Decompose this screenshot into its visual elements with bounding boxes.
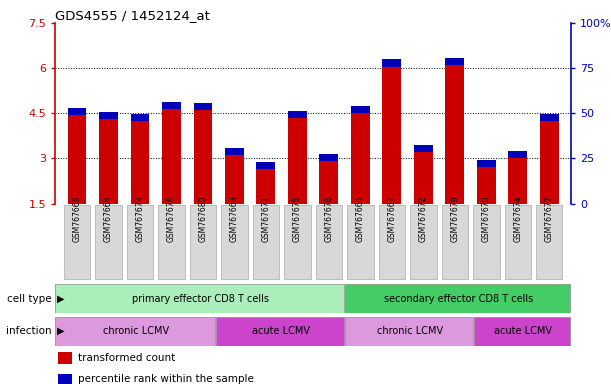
Bar — [162, 109, 181, 204]
Bar — [540, 121, 558, 204]
Bar — [445, 65, 464, 204]
Bar — [382, 67, 401, 204]
Text: GSM767671: GSM767671 — [262, 195, 271, 242]
Text: primary effector CD8 T cells: primary effector CD8 T cells — [132, 293, 269, 304]
Text: secondary effector CD8 T cells: secondary effector CD8 T cells — [384, 293, 533, 304]
Bar — [351, 113, 370, 204]
Text: GSM767672: GSM767672 — [419, 195, 428, 242]
Bar — [445, 58, 464, 65]
FancyBboxPatch shape — [95, 205, 122, 279]
Bar — [477, 160, 496, 167]
Text: GSM767670: GSM767670 — [482, 195, 491, 242]
Bar — [540, 114, 558, 121]
Text: infection: infection — [6, 326, 52, 336]
Text: GSM767665: GSM767665 — [356, 195, 365, 242]
Bar — [225, 156, 244, 204]
FancyBboxPatch shape — [505, 205, 531, 279]
Bar — [216, 317, 344, 346]
Bar — [477, 167, 496, 204]
Text: ▶: ▶ — [57, 326, 64, 336]
Bar — [257, 162, 276, 169]
Text: GSM767673: GSM767673 — [136, 195, 144, 242]
FancyBboxPatch shape — [442, 205, 468, 279]
Bar — [508, 151, 527, 159]
Text: ▶: ▶ — [57, 293, 64, 304]
Bar — [345, 317, 473, 346]
Bar — [351, 106, 370, 113]
Bar — [475, 317, 569, 346]
Bar — [320, 161, 338, 204]
Bar — [55, 317, 214, 346]
Bar — [194, 103, 213, 110]
Bar — [508, 159, 527, 204]
FancyBboxPatch shape — [221, 205, 247, 279]
Text: acute LCMV: acute LCMV — [252, 326, 310, 336]
Bar — [257, 169, 276, 204]
FancyBboxPatch shape — [64, 205, 90, 279]
Bar — [225, 148, 244, 156]
Bar — [57, 374, 71, 384]
FancyBboxPatch shape — [347, 205, 373, 279]
Text: GSM767666: GSM767666 — [73, 195, 81, 242]
Text: GSM767667: GSM767667 — [387, 195, 397, 242]
Bar — [382, 60, 401, 67]
Text: GSM767679: GSM767679 — [450, 195, 459, 242]
Bar — [288, 111, 307, 118]
FancyBboxPatch shape — [316, 205, 342, 279]
Bar — [288, 118, 307, 204]
Text: GSM767674: GSM767674 — [513, 195, 522, 242]
Text: transformed count: transformed count — [78, 353, 175, 363]
Bar — [131, 121, 150, 204]
Text: GSM767677: GSM767677 — [545, 195, 554, 242]
FancyBboxPatch shape — [284, 205, 310, 279]
Bar — [55, 284, 344, 313]
Bar — [162, 101, 181, 109]
Bar — [68, 115, 87, 204]
FancyBboxPatch shape — [536, 205, 563, 279]
Bar — [99, 119, 118, 204]
Bar — [345, 284, 569, 313]
Bar — [57, 353, 71, 364]
Bar — [414, 152, 433, 204]
Bar — [99, 112, 118, 119]
FancyBboxPatch shape — [190, 205, 216, 279]
FancyBboxPatch shape — [158, 205, 185, 279]
Text: GSM767680: GSM767680 — [199, 195, 208, 242]
Text: GSM767668: GSM767668 — [104, 195, 113, 242]
Text: cell type: cell type — [7, 293, 52, 304]
Bar — [414, 145, 433, 152]
Text: chronic LCMV: chronic LCMV — [377, 326, 443, 336]
Text: acute LCMV: acute LCMV — [494, 326, 552, 336]
FancyBboxPatch shape — [379, 205, 405, 279]
Bar — [68, 108, 87, 115]
Bar — [194, 110, 213, 204]
FancyBboxPatch shape — [473, 205, 500, 279]
Bar — [320, 154, 338, 161]
FancyBboxPatch shape — [253, 205, 279, 279]
Text: GDS4555 / 1452124_at: GDS4555 / 1452124_at — [55, 9, 210, 22]
Text: GSM767678: GSM767678 — [324, 195, 334, 242]
Text: GSM767669: GSM767669 — [230, 195, 239, 242]
FancyBboxPatch shape — [126, 205, 153, 279]
Text: GSM767675: GSM767675 — [293, 195, 302, 242]
Bar — [131, 114, 150, 121]
FancyBboxPatch shape — [410, 205, 436, 279]
Text: GSM767676: GSM767676 — [167, 195, 176, 242]
Text: percentile rank within the sample: percentile rank within the sample — [78, 374, 254, 384]
Text: chronic LCMV: chronic LCMV — [103, 326, 169, 336]
